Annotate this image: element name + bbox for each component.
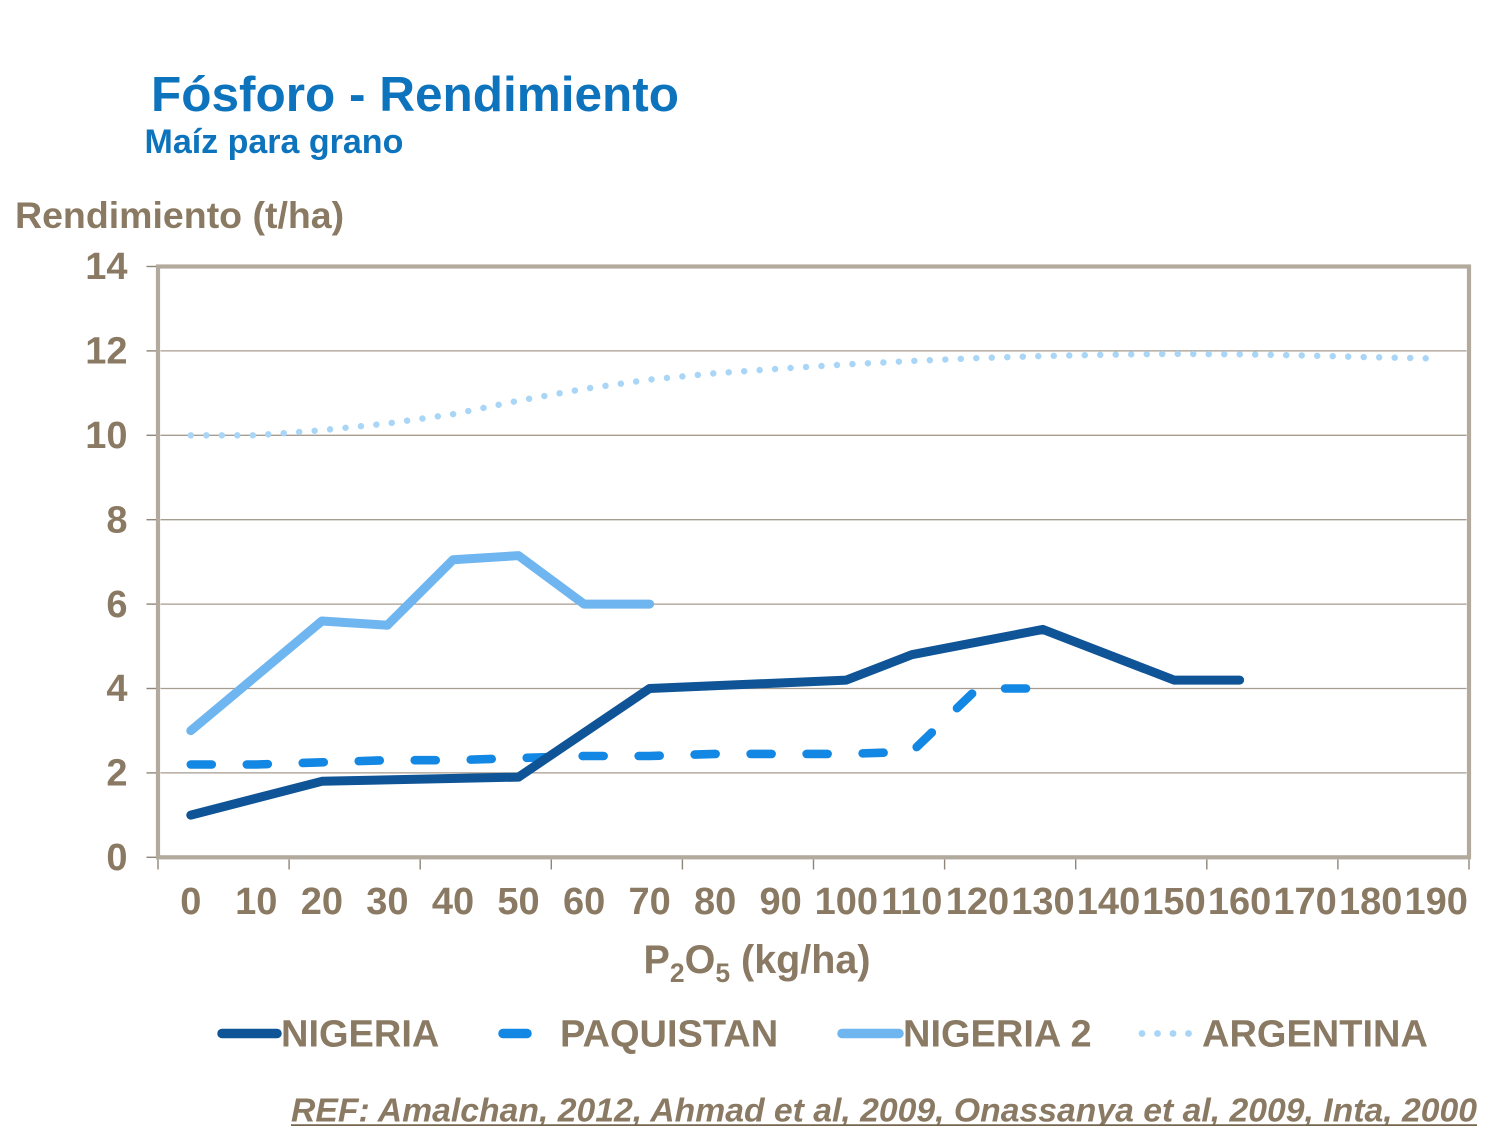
svg-text:12: 12	[85, 331, 127, 373]
svg-text:50: 50	[497, 881, 539, 923]
svg-text:90: 90	[760, 881, 802, 923]
svg-text:100: 100	[815, 881, 878, 923]
svg-text:REF: Amalchan, 2012, Ahmad et: REF: Amalchan, 2012, Ahmad et al, 2009, …	[291, 1091, 1478, 1126]
svg-text:10: 10	[85, 415, 127, 457]
svg-text:2: 2	[106, 753, 127, 795]
svg-text:8: 8	[106, 499, 127, 541]
svg-text:150: 150	[1142, 881, 1205, 923]
svg-text:20: 20	[301, 881, 343, 923]
svg-text:160: 160	[1208, 881, 1271, 923]
svg-text:0: 0	[106, 837, 127, 879]
svg-text:130: 130	[1011, 881, 1074, 923]
svg-text:P2O5 (kg/ha): P2O5 (kg/ha)	[643, 938, 870, 988]
svg-text:120: 120	[946, 881, 1009, 923]
svg-text:190: 190	[1404, 881, 1467, 923]
svg-text:14: 14	[85, 246, 127, 288]
svg-text:6: 6	[106, 584, 127, 626]
svg-text:4: 4	[106, 668, 127, 710]
svg-text:70: 70	[628, 881, 670, 923]
svg-text:60: 60	[563, 881, 605, 923]
svg-text:110: 110	[881, 881, 942, 923]
svg-text:80: 80	[694, 881, 736, 923]
svg-text:NIGERIA: NIGERIA	[281, 1014, 439, 1056]
svg-text:PAQUISTAN: PAQUISTAN	[560, 1014, 778, 1056]
svg-text:140: 140	[1077, 881, 1140, 923]
svg-text:ARGENTINA: ARGENTINA	[1202, 1014, 1428, 1056]
svg-text:180: 180	[1339, 881, 1402, 923]
svg-text:40: 40	[432, 881, 474, 923]
svg-text:30: 30	[366, 881, 408, 923]
svg-text:0: 0	[180, 881, 201, 923]
svg-text:170: 170	[1273, 881, 1336, 923]
svg-text:10: 10	[235, 881, 277, 923]
svg-text:NIGERIA 2: NIGERIA 2	[903, 1014, 1092, 1056]
